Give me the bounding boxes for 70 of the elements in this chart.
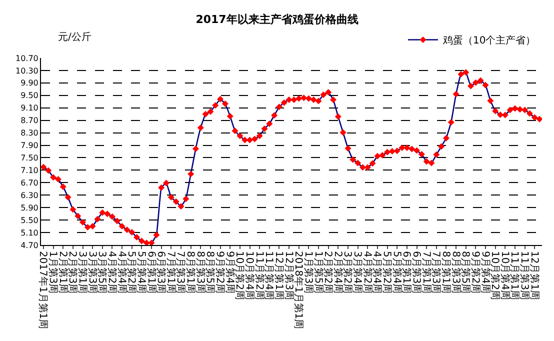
x-tick-label: 5月第4周	[135, 251, 148, 294]
y-tick-label: 8.30	[20, 128, 38, 138]
x-tick-label: 3月第4周	[352, 251, 364, 294]
x-tick-label: 4月第2周	[361, 251, 374, 294]
x-tick-label: 1月第5周	[312, 251, 324, 294]
x-tick-label: 2月第2周	[322, 251, 334, 294]
x-tick-label: 3月第1周	[76, 251, 88, 294]
x-tick-label: 7月第3周	[430, 251, 442, 294]
x-tick-label: 10月第4周	[498, 251, 511, 300]
x-tick-label: 11月第1周	[508, 251, 521, 300]
x-tick-label: 7月第3周	[174, 251, 187, 294]
x-tick-label: 8月第5周	[460, 251, 472, 294]
x-tick-label: 10月第4周	[244, 251, 256, 300]
x-tick-label: 12月第3周	[282, 251, 295, 300]
x-tick-label: 2018年1月第1周	[292, 251, 305, 330]
x-tick-label: 7月第1周	[420, 251, 432, 294]
y-tick-label: 6.30	[20, 190, 38, 200]
x-tick-label: 5月第4周	[390, 251, 403, 294]
y-tick-label: 10.70	[15, 54, 38, 63]
y-tick-label: 7.10	[20, 166, 38, 175]
x-tick-label: 4月第4周	[116, 251, 128, 294]
x-tick-label: 2017年1月第1周	[37, 251, 50, 330]
legend-label: 鸡蛋（10个主产省）	[442, 34, 536, 47]
y-tick-label: 5.90	[20, 203, 38, 212]
y-tick-label: 4.70	[20, 240, 38, 250]
x-tick-label: 4月第2周	[106, 251, 118, 294]
y-tick-label: 5.10	[20, 228, 38, 238]
y-tick-label: 5.50	[20, 216, 38, 225]
x-tick-label: 10月第2周	[489, 251, 502, 300]
x-tick-label: 9月第4周	[224, 251, 236, 294]
x-tick-label: 9月第2周	[214, 251, 226, 294]
chart-title: 2017年以来主产省鸡蛋价格曲线	[196, 13, 358, 26]
y-tick-label: 7.90	[20, 141, 38, 150]
x-tick-label: 5月第2周	[126, 251, 138, 294]
x-tick-label: 8月第1周	[184, 251, 197, 294]
x-tick-label: 1月第3周	[302, 251, 314, 294]
x-tick-label: 12月第1周	[272, 251, 285, 300]
x-tick-label: 6月第3周	[410, 251, 422, 294]
x-tick-label: 1月第3周	[47, 251, 60, 294]
x-tick-label: 6月第1周	[145, 251, 158, 294]
x-tick-label: 8月第3周	[194, 251, 206, 294]
y-tick-label: 9.50	[20, 91, 38, 100]
x-tick-label: 5月第2周	[381, 251, 394, 294]
y-tick-label: 9.90	[20, 78, 38, 88]
x-tick-label: 4月第4周	[371, 251, 384, 294]
x-tick-label: 3月第3周	[86, 251, 98, 294]
x-tick-label: 8月第3周	[450, 251, 462, 294]
x-tick-label: 12月第1周	[528, 251, 540, 300]
x-tick-label: 11月第4周	[263, 251, 276, 300]
x-tick-label: 9月第4周	[479, 251, 492, 294]
x-tick-label: 6月第3周	[155, 251, 168, 294]
y-tick-label: 8.70	[20, 116, 38, 126]
x-tick-label: 2月第3周	[66, 251, 79, 294]
y-tick-label: 6.70	[20, 178, 38, 188]
x-tick-label: 8月第5周	[204, 251, 216, 294]
x-tick-label: 10月第2周	[234, 251, 246, 300]
x-tick-label: 11月第3周	[518, 251, 531, 300]
x-tick-label: 7月第1周	[164, 251, 177, 294]
x-tick-label: 9月第2周	[469, 251, 482, 294]
x-tick-label: 6月第1周	[400, 251, 413, 294]
x-tick-label: 2月第4周	[332, 251, 344, 294]
y-tick-label: 9.10	[20, 104, 38, 113]
y-axis-title: 元/公斤	[58, 31, 92, 43]
x-tick-label: 11月第2周	[253, 251, 266, 300]
x-tick-label: 2月第1周	[56, 251, 69, 294]
y-tick-label: 7.50	[20, 154, 38, 163]
x-tick-label: 8月第1周	[440, 251, 452, 294]
y-tick-label: 10.30	[15, 66, 38, 76]
x-tick-label: 3月第5周	[96, 251, 108, 294]
x-tick-label: 3月第2周	[342, 251, 354, 294]
